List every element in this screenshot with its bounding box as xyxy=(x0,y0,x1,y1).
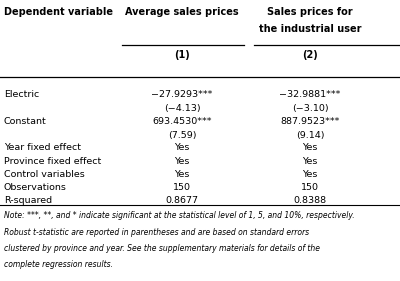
Text: Note: ***, **, and * indicate significant at the statistical level of 1, 5, and : Note: ***, **, and * indicate significan… xyxy=(4,211,355,220)
Text: −32.9881***: −32.9881*** xyxy=(279,90,341,99)
Text: (−3.10): (−3.10) xyxy=(292,104,328,113)
Text: (9.14): (9.14) xyxy=(296,131,324,140)
Text: (7.59): (7.59) xyxy=(168,131,196,140)
Text: Electric: Electric xyxy=(4,90,39,99)
Text: Constant: Constant xyxy=(4,117,47,126)
Text: (1): (1) xyxy=(174,50,190,60)
Text: Yes: Yes xyxy=(174,170,190,179)
Text: 150: 150 xyxy=(173,183,191,192)
Text: −27.9293***: −27.9293*** xyxy=(151,90,213,99)
Text: Yes: Yes xyxy=(302,170,318,179)
Text: Sales prices for: Sales prices for xyxy=(267,7,353,17)
Text: Robust t-statistic are reported in parentheses and are based on standard errors: Robust t-statistic are reported in paren… xyxy=(4,228,309,237)
Text: 150: 150 xyxy=(301,183,319,192)
Text: 693.4530***: 693.4530*** xyxy=(152,117,212,126)
Text: (−4.13): (−4.13) xyxy=(164,104,200,113)
Text: Yes: Yes xyxy=(302,157,318,166)
Text: R-squared: R-squared xyxy=(4,196,52,205)
Text: the industrial user: the industrial user xyxy=(259,24,361,34)
Text: Yes: Yes xyxy=(174,143,190,152)
Text: 0.8677: 0.8677 xyxy=(166,196,198,205)
Text: Control variables: Control variables xyxy=(4,170,85,179)
Text: 887.9523***: 887.9523*** xyxy=(280,117,340,126)
Text: Dependent variable: Dependent variable xyxy=(4,7,113,17)
Text: Yes: Yes xyxy=(174,157,190,166)
Text: Observations: Observations xyxy=(4,183,67,192)
Text: clustered by province and year. See the supplementary materials for details of t: clustered by province and year. See the … xyxy=(4,244,320,253)
Text: (2): (2) xyxy=(302,50,318,60)
Text: 0.8388: 0.8388 xyxy=(294,196,326,205)
Text: Year fixed effect: Year fixed effect xyxy=(4,143,81,152)
Text: complete regression results.: complete regression results. xyxy=(4,260,113,269)
Text: Average sales prices: Average sales prices xyxy=(125,7,239,17)
Text: Yes: Yes xyxy=(302,143,318,152)
Text: Province fixed effect: Province fixed effect xyxy=(4,157,101,166)
